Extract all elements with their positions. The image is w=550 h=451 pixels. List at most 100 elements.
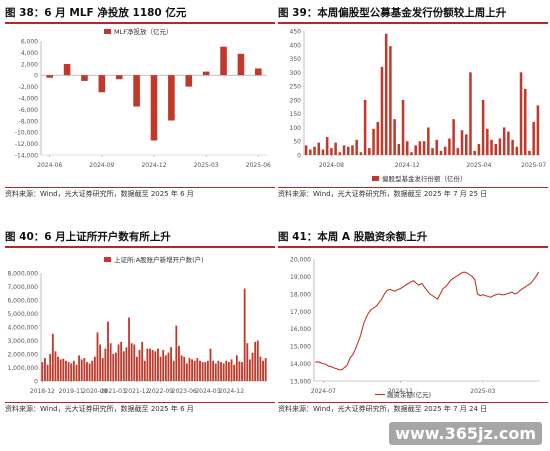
- bar: [167, 352, 170, 381]
- bar: [188, 358, 191, 381]
- bar: [502, 127, 506, 155]
- y-tick-label: 15,000: [290, 344, 311, 351]
- bar: [59, 359, 62, 381]
- x-tick-label: 2025-06: [246, 162, 271, 169]
- bar: [57, 356, 60, 381]
- bar: [262, 360, 264, 381]
- bar: [162, 349, 165, 381]
- bar: [528, 150, 531, 155]
- bar: [393, 119, 396, 155]
- legend-swatch: [104, 29, 111, 34]
- bar: [98, 75, 106, 93]
- watermark: www.365jz.com: [389, 422, 542, 445]
- x-tick-label: 2025-04: [466, 162, 491, 169]
- y-tick-label: 350: [290, 56, 302, 63]
- bar: [83, 358, 86, 381]
- y-tick-label: 8,000,000: [7, 271, 38, 278]
- bar: [67, 362, 70, 381]
- bar: [99, 344, 102, 381]
- bar: [107, 321, 109, 381]
- bar: [185, 363, 188, 381]
- panel-mlf: 图 38：6 月 MLF 净投放 1180 亿元 6,000 4,000 2,000…: [5, 4, 275, 200]
- bar: [122, 351, 125, 381]
- bar: [138, 349, 141, 381]
- bar: [342, 145, 346, 155]
- y-tick-label: -14,000: [15, 153, 38, 160]
- bar: [248, 359, 251, 381]
- bar: [238, 361, 241, 381]
- chart-accounts: 0 1,000,000 2,000,000 3,000,000 4,000,000 5,0…: [7, 255, 267, 395]
- bar: [351, 145, 354, 155]
- bar: [164, 355, 167, 381]
- x-tick-label: 2021-03: [101, 388, 126, 395]
- panel-fund: 图 39：本周偏股型公募基金发行份额较上周上升 0 50 100 150 200 250 3…: [278, 4, 548, 200]
- bar: [254, 341, 257, 381]
- bar: [259, 356, 262, 381]
- bar: [193, 360, 196, 381]
- legend-label: 偏股型基金发行份额（亿份）: [382, 174, 467, 183]
- bar: [204, 362, 207, 381]
- x-tick-label: 2021-12: [124, 388, 149, 395]
- bar: [448, 138, 451, 155]
- bar: [130, 343, 133, 381]
- panel-accounts: 图 40：6 月上证所开户数有所上升 0 1,000,000 2,000,000 3,…: [5, 228, 275, 424]
- bar: [222, 363, 225, 381]
- x-tick-label: 2024-06: [37, 162, 62, 169]
- bar: [246, 343, 249, 381]
- bar: [133, 75, 140, 107]
- y-tick-label: 5,000,000: [7, 311, 38, 318]
- bar: [101, 358, 104, 381]
- bar: [515, 146, 519, 155]
- y-tick-label: 0: [34, 73, 38, 80]
- y-tick-label: 4,000,000: [7, 325, 38, 332]
- bar: [389, 46, 392, 155]
- bar: [359, 152, 363, 155]
- bar: [146, 348, 149, 381]
- y-tick-label: 20,000: [290, 257, 311, 264]
- panel-title: 图 38：6 月 MLF 净投放 1180 亿元: [5, 4, 275, 24]
- x-tick-label: 2023-06: [172, 388, 197, 395]
- x-tick-label: 2024-03: [195, 388, 220, 395]
- y-tick-label: 0: [34, 379, 38, 386]
- bar: [149, 348, 151, 381]
- bar: [41, 362, 44, 381]
- y-tick-label: 13,000: [290, 379, 311, 386]
- y-tick-label: 19,000: [290, 274, 311, 281]
- bar: [233, 364, 236, 381]
- legend: 融资余额(亿元): [375, 390, 431, 399]
- bar: [410, 152, 413, 155]
- bar: [384, 33, 388, 155]
- bar: [175, 325, 178, 381]
- bar: [133, 344, 136, 381]
- bar: [256, 340, 259, 381]
- bar: [72, 360, 75, 381]
- bar: [81, 75, 88, 81]
- y-tick-label: -8,000: [19, 118, 39, 125]
- legend-label: 上证所:A股账户新增开户数(户): [114, 255, 204, 264]
- bar: [63, 64, 71, 76]
- bar: [243, 288, 246, 381]
- legend: MLF净投放（亿元）: [104, 27, 172, 36]
- bar: [435, 139, 439, 155]
- bar: [251, 352, 254, 381]
- legend: 上证所:A股账户新增开户数(户): [104, 255, 204, 264]
- y-tick-label: 6,000: [21, 39, 38, 46]
- y-tick-label: 150: [290, 111, 302, 118]
- bar: [304, 145, 308, 155]
- bar: [405, 141, 409, 155]
- bar: [368, 148, 371, 155]
- y-tick-label: 18,000: [290, 291, 311, 298]
- bar: [464, 134, 468, 155]
- bar: [220, 362, 222, 381]
- bar: [141, 341, 144, 381]
- panel-title: 图 41：本周 A 股融资余额上升: [278, 228, 548, 248]
- x-tick-label: 2025-07: [521, 162, 546, 169]
- bar: [159, 356, 162, 381]
- y-tick-label: 100: [290, 125, 302, 132]
- series-line: [315, 271, 540, 371]
- bar: [151, 349, 154, 381]
- legend-label: MLF净投放（亿元）: [114, 27, 172, 36]
- bar: [154, 351, 157, 381]
- bar: [401, 99, 405, 155]
- bar: [104, 348, 107, 381]
